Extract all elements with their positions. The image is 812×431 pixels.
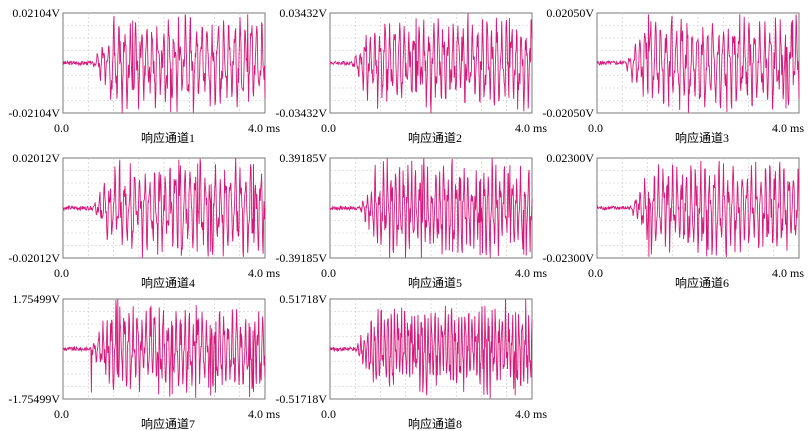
y-min-label: -0.39185V: [275, 251, 327, 265]
channel-title: 响应通道6: [674, 276, 729, 290]
x-end-label: 4.0 ms: [248, 407, 281, 421]
x-start-label: 0.0: [54, 121, 69, 135]
y-min-label: -0.02050V: [542, 106, 594, 120]
x-end-label: 4.0 ms: [515, 407, 548, 421]
x-start-label: 0.0: [54, 266, 69, 280]
y-min-label: -1.75499V: [8, 392, 60, 406]
x-end-label: 4.0 ms: [772, 266, 805, 280]
channel-panel-7: 1.75499V -1.75499V 0.0 4.0 ms 响应通道7: [0, 290, 280, 431]
channel-title: 响应通道7: [140, 417, 195, 431]
plot-area: [329, 12, 533, 114]
y-max-label: 0.02050V: [546, 6, 594, 20]
channel-panel-4: 0.02012V -0.02012V 0.0 4.0 ms 响应通道4: [0, 149, 280, 290]
y-max-label: 0.39185V: [279, 151, 327, 165]
x-end-label: 4.0 ms: [515, 266, 548, 280]
channel-panel-1: 0.02104V -0.02104V 0.0 4.0 ms 响应通道1: [0, 4, 280, 145]
x-start-label: 0.0: [321, 266, 336, 280]
x-start-label: 0.0: [321, 407, 336, 421]
plot-area: [62, 298, 266, 400]
plot-area: [596, 12, 800, 114]
channel-title: 响应通道2: [407, 131, 462, 145]
channel-title: 响应通道8: [407, 417, 462, 431]
plot-area: [62, 12, 266, 114]
channel-title: 响应通道4: [140, 276, 195, 290]
channel-panel-2: 0.03432V -0.03432V 0.0 4.0 ms 响应通道2: [267, 4, 547, 145]
x-start-label: 0.0: [54, 407, 69, 421]
response-waveform: [62, 157, 266, 258]
channel-title: 响应通道5: [407, 276, 462, 290]
y-min-label: -0.02012V: [8, 251, 60, 265]
response-waveform: [596, 14, 800, 113]
response-waveform: [62, 299, 266, 398]
y-min-label: -0.51718V: [275, 392, 327, 406]
x-end-label: 4.0 ms: [248, 266, 281, 280]
y-max-label: 1.75499V: [12, 292, 60, 306]
plot-area: [62, 157, 266, 259]
plot-area: [329, 298, 533, 400]
channel-title: 响应通道1: [140, 131, 195, 145]
response-waveform: [329, 157, 533, 259]
y-max-label: 0.02104V: [12, 6, 60, 20]
channel-panel-3: 0.02050V -0.02050V 0.0 4.0 ms 响应通道3: [534, 4, 804, 144]
y-min-label: -0.03432V: [275, 106, 327, 120]
y-max-label: 0.03432V: [279, 6, 327, 20]
x-start-label: 0.0: [321, 121, 336, 135]
y-min-label: -0.02300V: [542, 251, 594, 265]
response-waveform: [329, 298, 533, 399]
channel-panel-5: 0.39185V -0.39185V 0.0 4.0 ms 响应通道5: [267, 149, 547, 290]
x-end-label: 4.0 ms: [248, 121, 281, 135]
response-waveform: [62, 14, 266, 114]
x-end-label: 4.0 ms: [772, 121, 805, 135]
channel-title: 响应通道3: [674, 131, 729, 145]
x-start-label: 0.0: [588, 121, 603, 135]
x-end-label: 4.0 ms: [515, 121, 548, 135]
y-min-label: -0.02104V: [8, 106, 60, 120]
channel-panel-8: 0.51718V -0.51718V 0.0 4.0 ms 响应通道8: [267, 290, 547, 431]
y-max-label: 0.51718V: [279, 292, 327, 306]
plot-area: [329, 157, 533, 259]
response-waveform: [596, 160, 800, 257]
channel-panel-6: 0.02300V -0.02300V 0.0 4.0 ms 响应通道6: [534, 149, 804, 289]
y-max-label: 0.02300V: [546, 151, 594, 165]
y-max-label: 0.02012V: [12, 151, 60, 165]
plot-area: [596, 157, 800, 259]
x-start-label: 0.0: [588, 266, 603, 280]
response-waveform: [329, 12, 533, 114]
